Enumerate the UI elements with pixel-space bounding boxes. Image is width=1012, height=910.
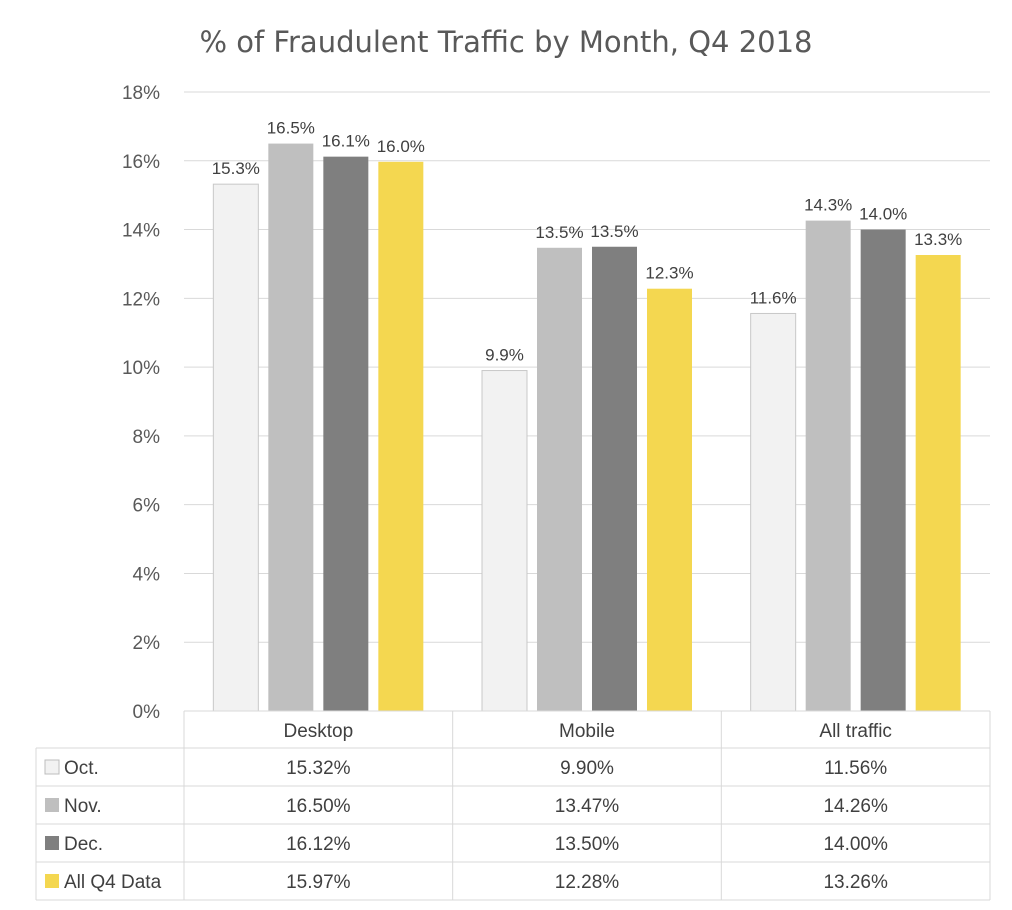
y-axis: 0% 2% 4% 6% 8% 10% 12% 14% 16% 18% bbox=[122, 83, 160, 723]
bar bbox=[861, 230, 906, 711]
bar bbox=[482, 371, 527, 711]
bar bbox=[916, 255, 961, 711]
y-tick-label: 18% bbox=[122, 83, 160, 104]
bar bbox=[751, 313, 796, 711]
x-tick-label: Mobile bbox=[559, 721, 615, 742]
bar bbox=[268, 144, 313, 711]
data-label: 14.3% bbox=[804, 196, 852, 215]
legend-key bbox=[45, 798, 59, 812]
bars bbox=[213, 144, 960, 711]
table-cell-value: 15.32% bbox=[286, 758, 351, 779]
legend-key bbox=[45, 760, 59, 774]
chart-title: % of Fraudulent Traffic by Month, Q4 201… bbox=[199, 25, 812, 59]
bar-chart: % of Fraudulent Traffic by Month, Q4 201… bbox=[0, 0, 1012, 910]
legend-label: All Q4 Data bbox=[64, 872, 162, 893]
bar bbox=[537, 248, 582, 711]
y-tick-label: 14% bbox=[122, 221, 160, 242]
table-cell-value: 9.90% bbox=[560, 758, 614, 779]
table-cell-value: 15.97% bbox=[286, 872, 351, 893]
y-tick-label: 0% bbox=[133, 702, 161, 723]
legend-label: Dec. bbox=[64, 834, 103, 855]
data-label: 13.5% bbox=[535, 223, 583, 242]
data-table: Desktop Mobile All traffic Oct. 15.32% 9.90% 1… bbox=[36, 711, 990, 900]
y-tick-label: 12% bbox=[122, 289, 160, 310]
data-label: 16.1% bbox=[322, 132, 370, 151]
data-label: 15.3% bbox=[212, 159, 260, 178]
y-tick-label: 2% bbox=[133, 633, 161, 654]
y-tick-label: 6% bbox=[133, 496, 161, 517]
x-tick-label: All traffic bbox=[819, 721, 892, 742]
data-label: 13.3% bbox=[914, 230, 962, 249]
table-cell-value: 16.50% bbox=[286, 796, 351, 817]
table-cell-value: 13.50% bbox=[555, 834, 620, 855]
table-cell-value: 12.28% bbox=[555, 872, 620, 893]
chart-container: % of Fraudulent Traffic by Month, Q4 201… bbox=[0, 0, 1012, 910]
bar bbox=[647, 289, 692, 711]
bar bbox=[378, 162, 423, 711]
x-tick-label: Desktop bbox=[283, 721, 353, 742]
table-cell-value: 14.00% bbox=[823, 834, 888, 855]
legend-key bbox=[45, 874, 59, 888]
data-label: 11.6% bbox=[750, 288, 797, 307]
legend-label: Oct. bbox=[64, 758, 99, 779]
table-cell-value: 13.47% bbox=[555, 796, 620, 817]
table-cell-value: 13.26% bbox=[823, 872, 888, 893]
y-tick-label: 8% bbox=[133, 427, 161, 448]
data-label: 12.3% bbox=[645, 264, 693, 283]
table-cell-value: 14.26% bbox=[823, 796, 888, 817]
bar bbox=[806, 221, 851, 711]
bar bbox=[592, 247, 637, 711]
y-tick-label: 16% bbox=[122, 152, 160, 173]
bar bbox=[213, 184, 258, 711]
legend-key bbox=[45, 836, 59, 850]
table-cell-value: 16.12% bbox=[286, 834, 351, 855]
data-label: 16.5% bbox=[267, 119, 315, 138]
legend-label: Nov. bbox=[64, 796, 102, 817]
data-label: 9.9% bbox=[485, 346, 524, 365]
y-tick-label: 10% bbox=[122, 358, 160, 379]
bar bbox=[323, 157, 368, 711]
data-label: 14.0% bbox=[859, 205, 907, 224]
y-tick-label: 4% bbox=[133, 564, 161, 585]
data-label: 13.5% bbox=[590, 222, 638, 241]
data-label: 16.0% bbox=[377, 137, 425, 156]
table-cell-value: 11.56% bbox=[824, 758, 887, 779]
